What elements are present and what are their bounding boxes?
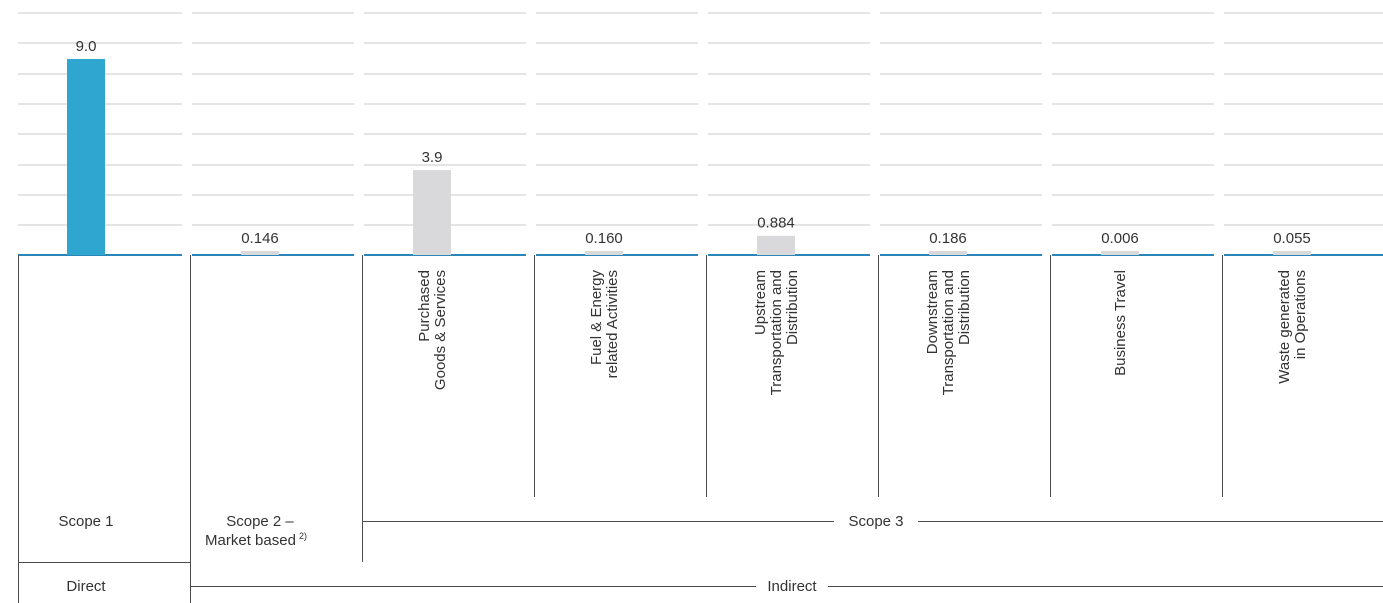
value-label: 9.0 [76,38,97,55]
indirect-label: Indirect [767,578,817,595]
value-label: 0.186 [929,230,967,247]
bar [757,235,795,255]
bar [1273,251,1311,255]
scope-1-label: Scope 1 [58,513,113,530]
value-label: 0.146 [241,230,279,247]
direct-label: Direct [66,578,106,595]
category-label: Business Travel [1112,270,1129,376]
value-label: 3.9 [422,149,443,166]
bar [67,58,105,256]
value-label: 0.160 [585,230,623,247]
scope-2-label: Scope 2 – [226,513,294,530]
bar [1101,251,1139,255]
category-label: PurchasedGoods & Services [416,270,449,390]
category-label: Fuel & Energyrelated Activities [588,270,621,379]
category-label: UpstreamTransportation andDistribution [752,270,801,395]
bar [585,251,623,255]
value-label: 0.006 [1101,230,1139,247]
bar [241,251,279,255]
category-label: Waste generatedin Operations [1276,270,1309,384]
bar [413,170,451,255]
bar [929,250,967,255]
scope-3-label: Scope 3 [848,513,903,530]
value-label: 0.055 [1273,230,1311,247]
scope-2-label: Market based 2) [205,531,307,549]
value-label: 0.884 [757,215,795,232]
category-label: DownstreamTransportation andDistribution [924,270,973,395]
